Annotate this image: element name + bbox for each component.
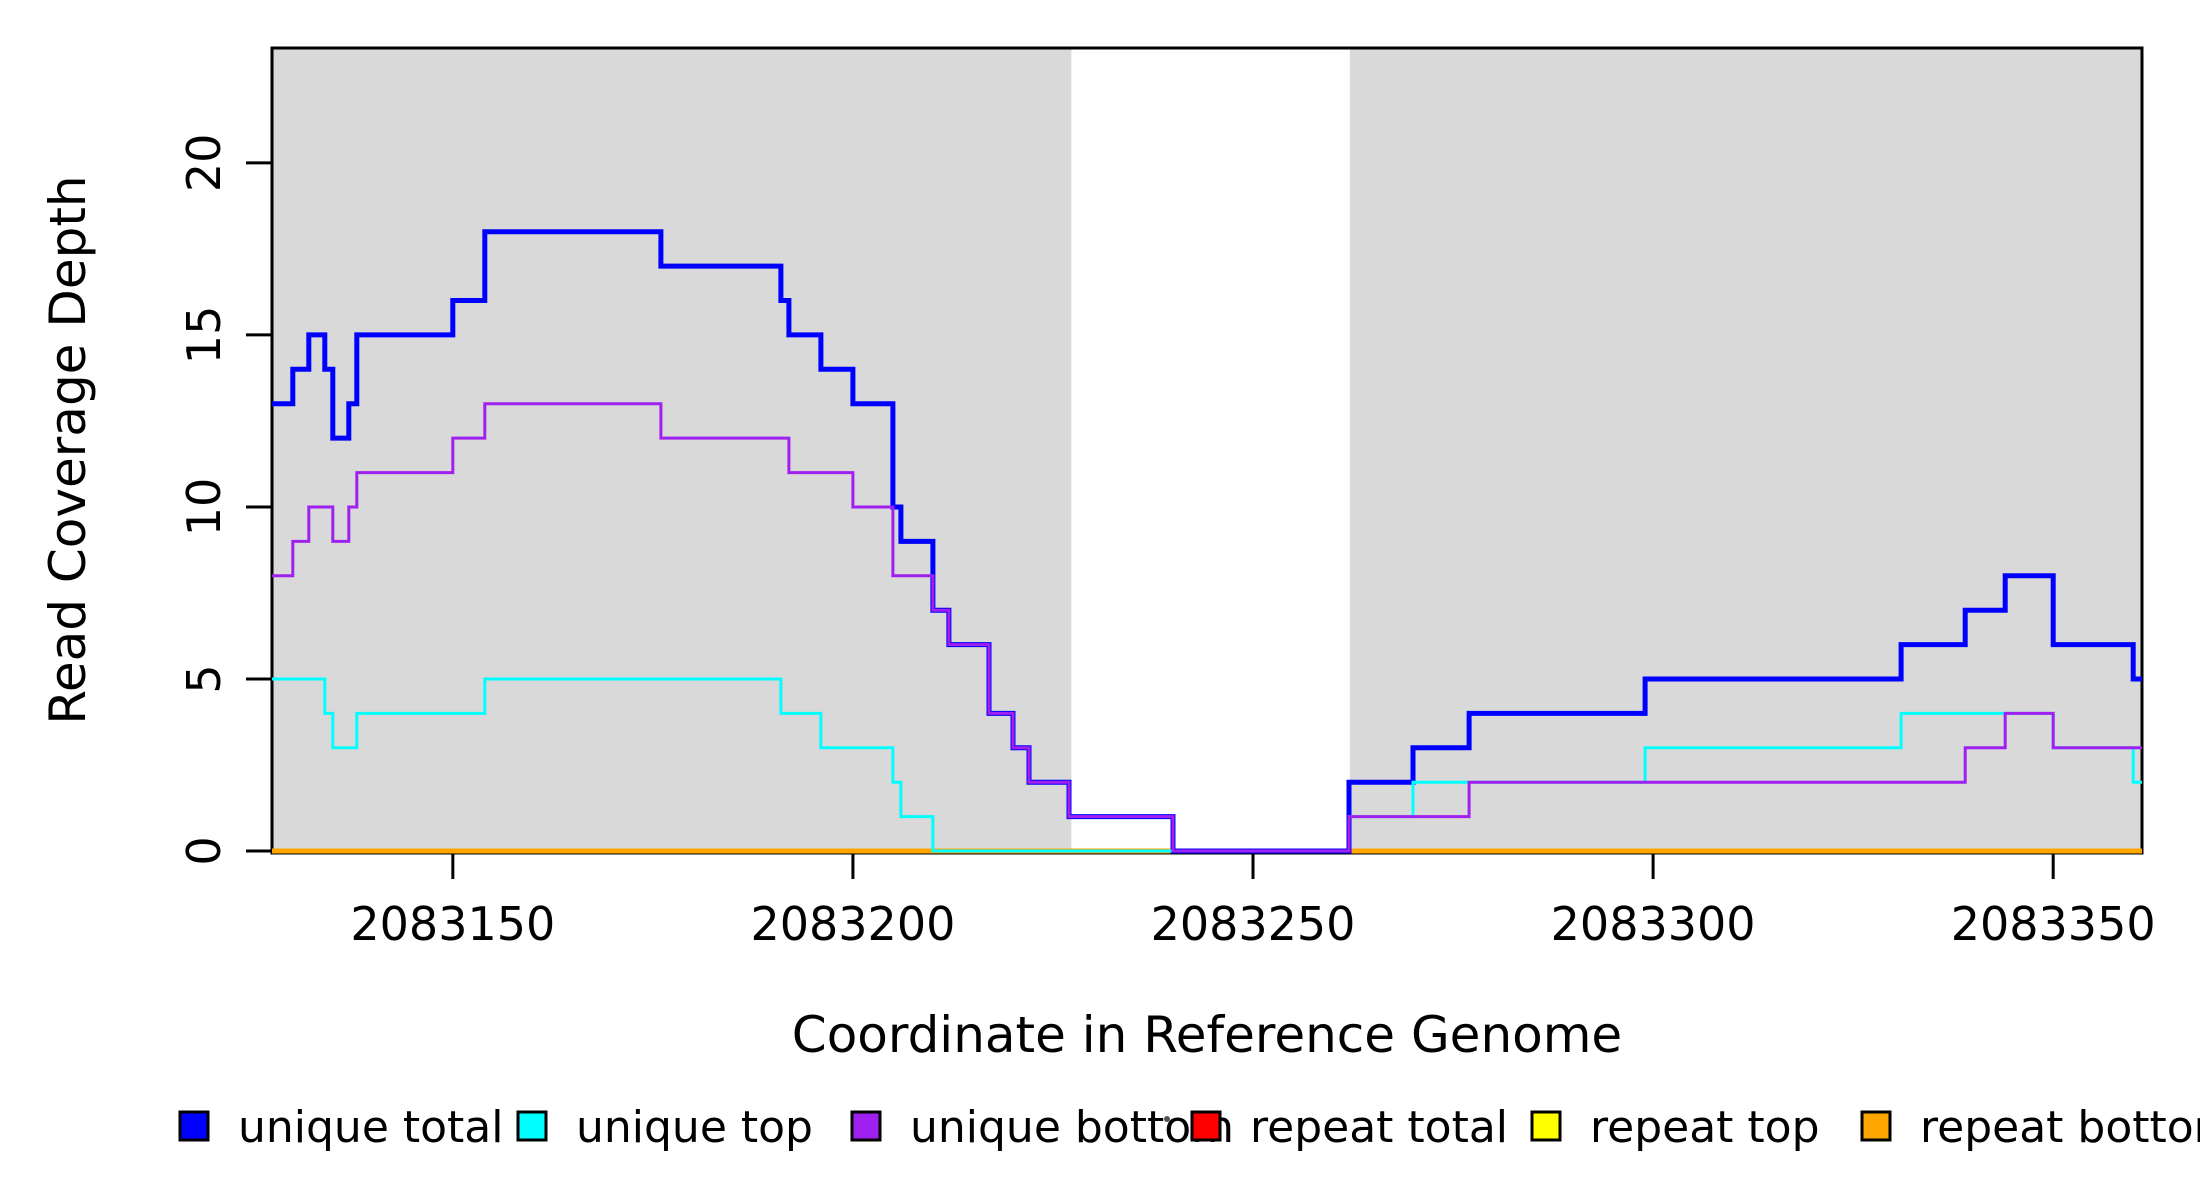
legend-item-repeat-bottom: repeat bottom	[1860, 1102, 2200, 1153]
legend-label-repeat-total: repeat total	[1250, 1102, 1508, 1153]
y-tick-label: 20	[177, 134, 231, 193]
legend-swatch-unique-bottom	[850, 1110, 882, 1142]
coverage-step-lines	[272, 229, 2142, 854]
shaded-region	[1349, 48, 2142, 853]
x-tick-label: 2083250	[1151, 897, 1356, 951]
legend-label-unique-bottom: unique bottom	[910, 1102, 1234, 1153]
legend-label-unique-top: unique top	[576, 1102, 813, 1153]
legend-label-repeat-top: repeat top	[1590, 1102, 1820, 1153]
stray-dot-artifact	[1164, 1116, 1170, 1122]
shaded-region	[272, 48, 1072, 853]
x-axis: 2083150 2083200 2083250 2083300 2083350	[350, 853, 2156, 951]
y-axis: 0 5 10 15 20	[177, 134, 272, 866]
legend-item-unique-top: unique top	[516, 1102, 813, 1153]
x-tick-label: 2083200	[750, 897, 955, 951]
legend: unique total unique top unique bottom re…	[178, 1102, 2200, 1153]
legend-label-unique-total: unique total	[238, 1102, 503, 1153]
legend-swatch-repeat-total	[1190, 1110, 1222, 1142]
legend-item-unique-total: unique total	[178, 1102, 503, 1153]
legend-item-repeat-total: repeat total	[1190, 1102, 1508, 1153]
legend-swatch-unique-total	[178, 1110, 210, 1142]
x-tick-label: 2083350	[1951, 897, 2156, 951]
y-tick-label: 15	[177, 306, 231, 365]
series-line-unique-top	[272, 677, 2142, 853]
x-tick-label: 2083300	[1551, 897, 1756, 951]
legend-swatch-repeat-top	[1530, 1110, 1562, 1142]
legend-swatch-repeat-bottom	[1860, 1110, 1892, 1142]
y-axis-title: Read Coverage Depth	[39, 175, 97, 724]
legend-item-repeat-top: repeat top	[1530, 1102, 1820, 1153]
legend-label-repeat-bottom: repeat bottom	[1920, 1102, 2200, 1153]
series-line-unique-bottom	[272, 402, 2142, 853]
y-tick-label: 10	[177, 478, 231, 537]
legend-item-unique-bottom: unique bottom	[850, 1102, 1234, 1153]
legend-swatch-unique-top	[516, 1110, 548, 1142]
y-tick-label: 5	[177, 664, 231, 693]
y-tick-label: 0	[177, 836, 231, 865]
shaded-genomic-regions	[272, 48, 2142, 853]
x-tick-label: 2083150	[350, 897, 555, 951]
x-axis-title: Coordinate in Reference Genome	[792, 1006, 1622, 1064]
